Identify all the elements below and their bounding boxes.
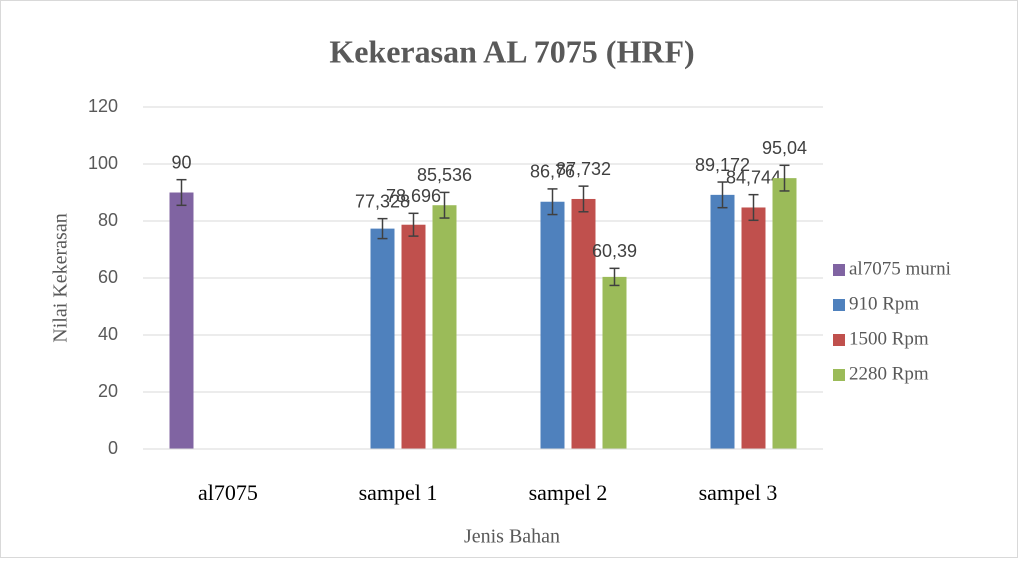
chart-title: Kekerasan AL 7075 (HRF) [329, 33, 694, 69]
error-bar [578, 185, 589, 213]
bar [370, 228, 395, 449]
y-tick-label: 120 [88, 96, 118, 116]
data-label: 85,536 [417, 165, 472, 185]
error-bar [439, 191, 450, 219]
bar [741, 207, 766, 449]
bar [772, 178, 797, 450]
error-bar [408, 212, 419, 237]
y-tick-label: 0 [108, 438, 118, 458]
legend-label: 2280 Rpm [849, 363, 929, 384]
error-bar [609, 267, 620, 287]
legend-label: 1500 Rpm [849, 328, 929, 349]
legend-swatch [833, 334, 845, 346]
data-label: 60,39 [592, 241, 637, 261]
legend-label: al7075 murni [849, 258, 951, 279]
legend-label: 910 Rpm [849, 293, 919, 314]
data-label: 86,76 [530, 162, 575, 182]
bar [710, 194, 735, 449]
x-tick-label: sampel 2 [529, 480, 608, 505]
x-tick-label: sampel 1 [359, 480, 438, 505]
error-bar [176, 178, 187, 207]
legend-swatch [833, 369, 845, 381]
x-tick-label: al7075 [198, 480, 258, 505]
y-axis-title: Nilai Kekerasan [50, 213, 72, 342]
bar [540, 201, 565, 449]
data-label: 77,328 [355, 191, 410, 211]
y-tick-label: 60 [98, 267, 118, 287]
error-bar [377, 217, 388, 240]
data-label: 84,744 [726, 167, 781, 187]
legend-swatch [833, 299, 845, 311]
y-tick-label: 80 [98, 210, 118, 230]
error-bar [779, 164, 790, 192]
data-label: 78,696 [386, 186, 441, 206]
x-tick-label: sampel 3 [699, 480, 778, 505]
x-axis-title: Jenis Bahan [464, 526, 560, 548]
data-label: 89,172 [695, 155, 750, 175]
y-tick-label: 20 [98, 381, 118, 401]
bar [432, 205, 457, 449]
legend-swatch [833, 264, 845, 276]
data-label: 90 [171, 152, 191, 172]
bar [169, 192, 194, 449]
bar [401, 224, 426, 449]
y-tick-label: 100 [88, 153, 118, 173]
data-label: 87,732 [556, 159, 611, 179]
bar [602, 276, 627, 449]
error-bar [547, 188, 558, 216]
data-label: 95,04 [762, 138, 807, 158]
y-tick-label: 40 [98, 324, 118, 344]
error-bar [748, 193, 759, 222]
error-bar [717, 181, 728, 209]
bar [571, 198, 596, 449]
